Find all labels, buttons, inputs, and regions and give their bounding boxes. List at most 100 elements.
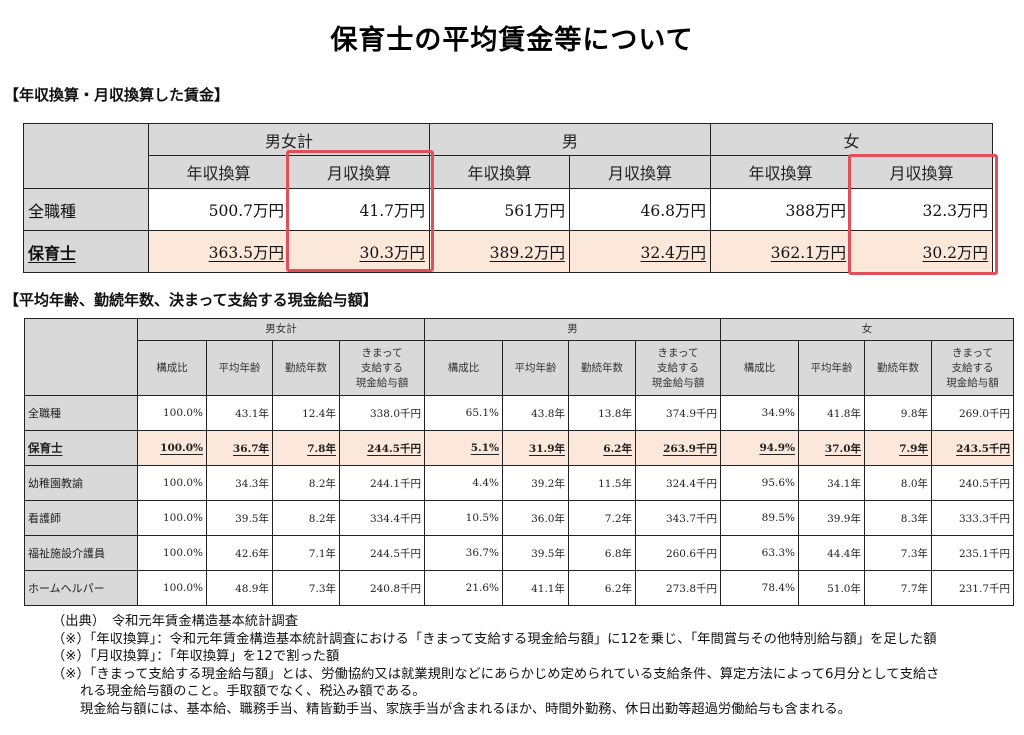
value-cell: 363.5万円: [208, 243, 284, 262]
value-cell: 388万円: [710, 188, 852, 231]
value-cell: 8.0年: [864, 465, 932, 501]
subheader-monthly: 月収換算: [287, 155, 431, 189]
value-cell: 100.0%: [137, 535, 207, 571]
row-label: 全職種: [24, 395, 138, 431]
value-cell: 65.1%: [424, 395, 503, 431]
subheader-tenure: 勤続年数: [864, 340, 932, 396]
value-cell: 39.9年: [798, 500, 865, 536]
subheader-monthly: 月収換算: [850, 155, 994, 189]
value-cell: 32.4万円: [640, 243, 707, 262]
section1-heading: 【年収換算・月収換算した賃金】: [4, 86, 230, 104]
table-row: 看護師 100.0% 39.5年 8.2年 334.4千円 10.5% 36.0…: [24, 500, 1014, 536]
value-cell: 42.6年: [206, 535, 273, 571]
value-cell: 334.4千円: [339, 500, 425, 536]
row-label: 看護師: [24, 500, 138, 536]
subheader-ratio: 構成比: [720, 340, 799, 396]
subheader-ratio: 構成比: [137, 340, 207, 396]
value-cell: 7.9年: [899, 442, 928, 455]
group-header-total: 男女計: [137, 318, 425, 341]
footnote: （※）「年収換算」：令和元年賃金構造基本統計調査における「きまって支給する現金給…: [52, 631, 937, 647]
subheader-fixed-wage: きまって 支給する 現金給与額: [339, 340, 425, 396]
value-cell: 9.8年: [864, 395, 932, 431]
value-cell: 94.9%: [759, 442, 795, 454]
value-cell: 100.0%: [137, 500, 207, 536]
value-cell: 41.1年: [502, 570, 569, 606]
value-cell: 30.2万円: [922, 243, 989, 262]
value-cell: 6.2年: [603, 442, 632, 455]
source-note: （出典） 令和元年賃金構造基本統計調査: [52, 614, 298, 629]
value-cell: 338.0千円: [339, 395, 425, 431]
value-cell: 48.9年: [206, 570, 273, 606]
subheader-monthly: 月収換算: [569, 155, 712, 189]
value-cell: 263.9千円: [663, 442, 717, 455]
subheader-tenure: 勤続年数: [568, 340, 636, 396]
value-cell: 269.0千円: [931, 395, 1014, 431]
footnote: （※）「きまって支給する現金給与額」とは、労働協約又は就業規則などにあらかじめ定…: [52, 666, 940, 682]
value-cell: 36.7%: [424, 535, 503, 571]
value-cell: 7.1年: [272, 535, 340, 571]
row-label: 保育士: [28, 441, 63, 455]
value-cell: 343.7千円: [635, 500, 721, 536]
value-cell: 44.4年: [798, 535, 865, 571]
table-row: 福祉施設介護員 100.0% 42.6年 7.1年 244.5千円 36.7% …: [24, 535, 1014, 571]
value-cell: 8.3年: [864, 500, 932, 536]
value-cell: 389.2万円: [489, 243, 566, 262]
subheader-annual: 年収換算: [148, 155, 289, 189]
value-cell: 39.2年: [502, 465, 569, 501]
value-cell: 561万円: [429, 188, 571, 231]
value-cell: 11.5年: [568, 465, 636, 501]
value-cell: 36.0年: [502, 500, 569, 536]
value-cell: 8.2年: [272, 465, 340, 501]
value-cell: 260.6千円: [635, 535, 721, 571]
value-cell: 100.0%: [137, 465, 207, 501]
value-cell: 231.7千円: [931, 570, 1014, 606]
value-cell: 500.7万円: [148, 188, 289, 231]
footnote-continuation: 現金給与額には、基本給、職務手当、精皆勤手当、家族手当が含まれるほか、時間外勤務…: [80, 701, 851, 717]
age-tenure-wage-table: 男女計 男 女 構成比 平均年齢 勤続年数 きまって 支給する 現金給与額 構成比 …: [24, 318, 1014, 606]
value-cell: 37.0年: [824, 442, 861, 455]
value-cell: 7.7年: [864, 570, 932, 606]
value-cell: 31.9年: [528, 442, 565, 455]
footnotes: （出典） 令和元年賃金構造基本統計調査 （※）「年収換算」：令和元年賃金構造基本…: [52, 613, 939, 719]
value-cell: 32.3万円: [850, 188, 994, 231]
value-cell: 4.4%: [424, 465, 503, 501]
footnote-continuation: れる現金給与額のこと。手取額でなく、税込み額である。: [80, 684, 426, 700]
footnote: （※）「月収換算」：「年収換算」を12で割った額: [52, 649, 340, 665]
row-label: 幼稚園教諭: [24, 465, 138, 501]
value-cell: 63.3%: [720, 535, 799, 571]
row-label: 全職種: [23, 188, 149, 231]
value-cell: 41.7万円: [287, 188, 431, 231]
group-header-male: 男: [424, 318, 721, 341]
row-label: 保育士: [28, 243, 77, 263]
subheader-annual: 年収換算: [710, 155, 852, 189]
subheader-tenure: 勤続年数: [272, 340, 340, 396]
value-cell: 100.0%: [137, 395, 207, 431]
table-row-highlighted: 保育士 363.5万円 30.3万円 389.2万円 32.4万円 362.1万…: [23, 230, 994, 273]
row-label: ホームヘルパー: [24, 570, 138, 606]
table-row: 幼稚園教諭 100.0% 34.3年 8.2年 244.1千円 4.4% 39.…: [24, 465, 1014, 501]
value-cell: 95.6%: [720, 465, 799, 501]
value-cell: 100.0%: [137, 570, 207, 606]
value-cell: 12.4年: [272, 395, 340, 431]
value-cell: 240.5千円: [931, 465, 1014, 501]
value-cell: 34.1年: [798, 465, 865, 501]
value-cell: 21.6%: [424, 570, 503, 606]
value-cell: 243.5千円: [956, 442, 1010, 455]
value-cell: 8.2年: [272, 500, 340, 536]
value-cell: 10.5%: [424, 500, 503, 536]
subheader-avg-age: 平均年齢: [206, 340, 273, 396]
annual-monthly-wage-table: 男女計 男 女 年収換算 月収換算 年収換算 月収換算 年収換算 月収換算 全職…: [23, 123, 994, 273]
value-cell: 7.2年: [568, 500, 636, 536]
subheader-fixed-wage: きまって 支給する 現金給与額: [931, 340, 1014, 396]
value-cell: 89.5%: [720, 500, 799, 536]
table-row: ホームヘルパー 100.0% 48.9年 7.3年 240.8千円 21.6% …: [24, 570, 1014, 606]
value-cell: 100.0%: [160, 442, 203, 454]
value-cell: 43.1年: [206, 395, 273, 431]
subheader-annual: 年収換算: [429, 155, 571, 189]
value-cell: 41.8年: [798, 395, 865, 431]
table-row: 全職種 500.7万円 41.7万円 561万円 46.8万円 388万円 32…: [23, 188, 994, 231]
value-cell: 244.1千円: [339, 465, 425, 501]
value-cell: 362.1万円: [770, 243, 847, 262]
section2-heading: 【平均年齢、勤続年数、決まって支給する現金給与額】: [4, 291, 378, 309]
value-cell: 374.9千円: [635, 395, 721, 431]
